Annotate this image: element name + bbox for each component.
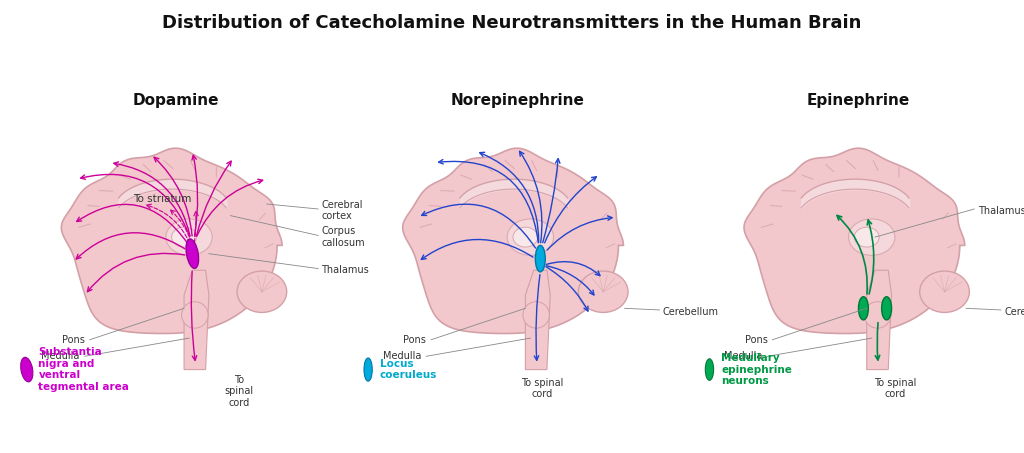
Polygon shape	[61, 148, 282, 333]
Ellipse shape	[181, 302, 208, 328]
Ellipse shape	[706, 359, 714, 381]
Text: Cerebellum: Cerebellum	[1005, 307, 1024, 317]
Ellipse shape	[507, 219, 554, 255]
Ellipse shape	[854, 227, 880, 247]
Ellipse shape	[523, 302, 550, 328]
Text: Substantia
nigra and
ventral
tegmental area: Substantia nigra and ventral tegmental a…	[38, 347, 129, 392]
Text: Medulla: Medulla	[724, 352, 763, 361]
Text: Pons: Pons	[61, 335, 85, 345]
Text: Dopamine: Dopamine	[132, 93, 219, 108]
Polygon shape	[184, 270, 209, 370]
Text: Thalamus: Thalamus	[978, 206, 1024, 216]
Text: Thalamus: Thalamus	[322, 265, 370, 275]
Text: Distribution of Catecholamine Neurotransmitters in the Human Brain: Distribution of Catecholamine Neurotrans…	[163, 14, 861, 32]
Text: Pons: Pons	[744, 335, 767, 345]
Ellipse shape	[166, 219, 212, 255]
Text: To striatum: To striatum	[133, 194, 191, 204]
Text: Medullary
epinephrine
neurons: Medullary epinephrine neurons	[721, 353, 792, 386]
Text: Cerebellum: Cerebellum	[663, 307, 719, 317]
Text: Epinephrine: Epinephrine	[807, 93, 910, 108]
Text: Medulla: Medulla	[41, 352, 80, 361]
Ellipse shape	[364, 358, 373, 381]
Ellipse shape	[536, 246, 545, 272]
Ellipse shape	[513, 227, 538, 247]
Ellipse shape	[579, 271, 628, 313]
Text: Norepinephrine: Norepinephrine	[451, 93, 584, 108]
Ellipse shape	[237, 271, 287, 313]
Ellipse shape	[186, 239, 199, 268]
Polygon shape	[525, 270, 550, 370]
Text: To spinal
cord: To spinal cord	[521, 378, 563, 400]
Polygon shape	[744, 148, 965, 333]
Text: To
spinal
cord: To spinal cord	[224, 375, 253, 408]
Text: Pons: Pons	[403, 335, 426, 345]
Text: To spinal
cord: To spinal cord	[873, 378, 916, 400]
Text: Cerebral
cortex: Cerebral cortex	[322, 200, 362, 222]
Polygon shape	[866, 270, 892, 370]
Ellipse shape	[920, 271, 970, 313]
Text: Corpus
callosum: Corpus callosum	[322, 226, 366, 248]
Ellipse shape	[849, 219, 895, 255]
Ellipse shape	[172, 227, 197, 247]
Ellipse shape	[20, 357, 33, 382]
Polygon shape	[402, 148, 624, 333]
Text: Locus
coeruleus: Locus coeruleus	[380, 359, 437, 381]
Ellipse shape	[882, 297, 892, 320]
Ellipse shape	[864, 302, 891, 328]
Ellipse shape	[858, 297, 868, 320]
Text: Medulla: Medulla	[383, 352, 421, 361]
